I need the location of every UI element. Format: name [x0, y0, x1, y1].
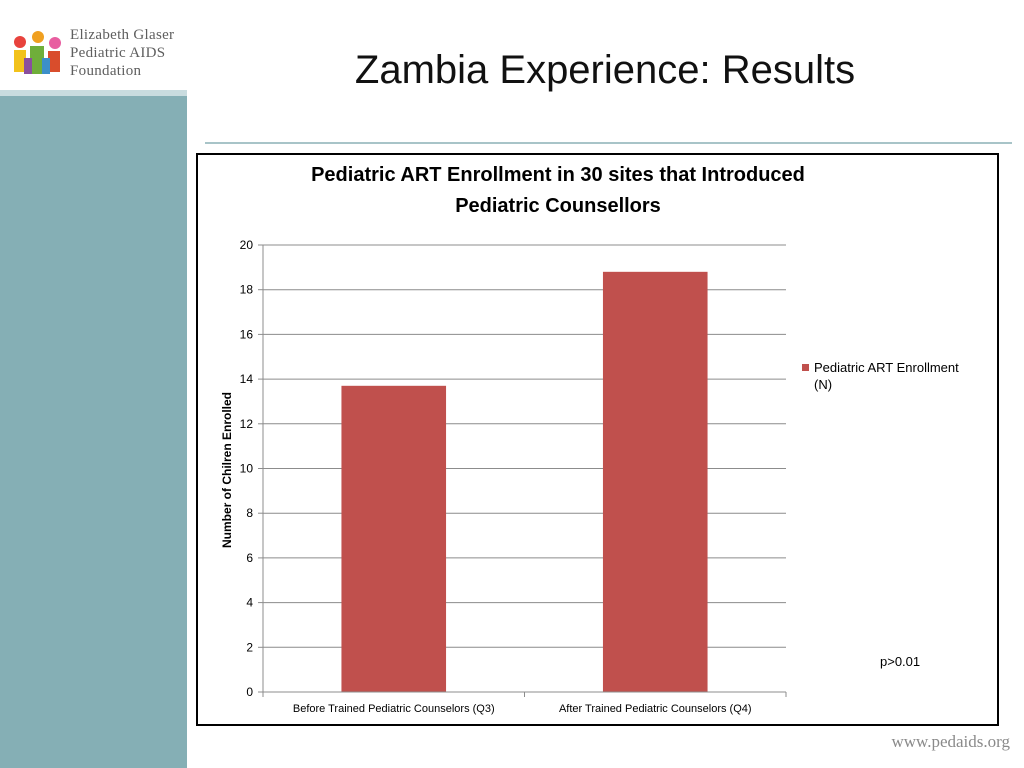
- y-tick-label: 16: [240, 327, 254, 341]
- bar-1: [341, 385, 447, 692]
- p-value-annotation: p>0.01: [880, 654, 920, 669]
- sidebar-band: [0, 90, 187, 768]
- sidebar-top-strip: [0, 90, 187, 96]
- y-tick-label: 8: [246, 506, 253, 520]
- legend: Pediatric ART Enrollment (N): [802, 360, 959, 392]
- y-tick-label: 0: [246, 685, 253, 699]
- y-tick-label: 20: [240, 238, 254, 252]
- y-tick-label: 18: [240, 283, 254, 297]
- footer-url: www.pedaids.org: [891, 732, 1010, 751]
- y-tick-label: 4: [246, 596, 253, 610]
- y-tick-label: 14: [240, 372, 254, 386]
- y-tick-label: 2: [246, 640, 253, 654]
- logo-line-2: Pediatric AIDS: [70, 45, 166, 61]
- title-divider: [205, 142, 1012, 144]
- legend-swatch: [802, 364, 809, 371]
- legend-label: Pediatric ART Enrollment: [814, 360, 959, 375]
- chart-title-line-1: Pediatric ART Enrollment in 30 sites tha…: [311, 164, 805, 186]
- chart-frame: Pediatric ART Enrollment in 30 sites tha…: [196, 153, 999, 726]
- chart-title-line-2: Pediatric Counsellors: [455, 195, 661, 217]
- foundation-logo: Elizabeth Glaser Pediatric AIDS Foundati…: [8, 22, 188, 82]
- axes: 0 2 4 6 8 10 12 14 16 18 20 Before Trained Pediatri…: [240, 238, 787, 715]
- foundation-logo-icon: [14, 31, 61, 74]
- x-tick-label: After Trained Pediatric Counselors (Q4): [559, 703, 752, 715]
- y-tick-label: 12: [240, 417, 254, 431]
- logo-line-1: Elizabeth Glaser: [70, 27, 175, 43]
- y-axis-label: Number of Chilren Enrolled: [220, 392, 234, 548]
- y-tick-label: 10: [240, 462, 254, 476]
- y-tick-label: 6: [246, 551, 253, 565]
- legend-label: (N): [814, 377, 832, 392]
- x-tick-label: Before Trained Pediatric Counselors (Q3): [293, 703, 495, 715]
- logo-line-3: Foundation: [70, 63, 142, 79]
- bars: [341, 271, 708, 692]
- bar-chart: Pediatric ART Enrollment in 30 sites tha…: [220, 164, 959, 715]
- bar-2: [602, 271, 708, 692]
- slide-title: Zambia Experience: Results: [354, 48, 856, 92]
